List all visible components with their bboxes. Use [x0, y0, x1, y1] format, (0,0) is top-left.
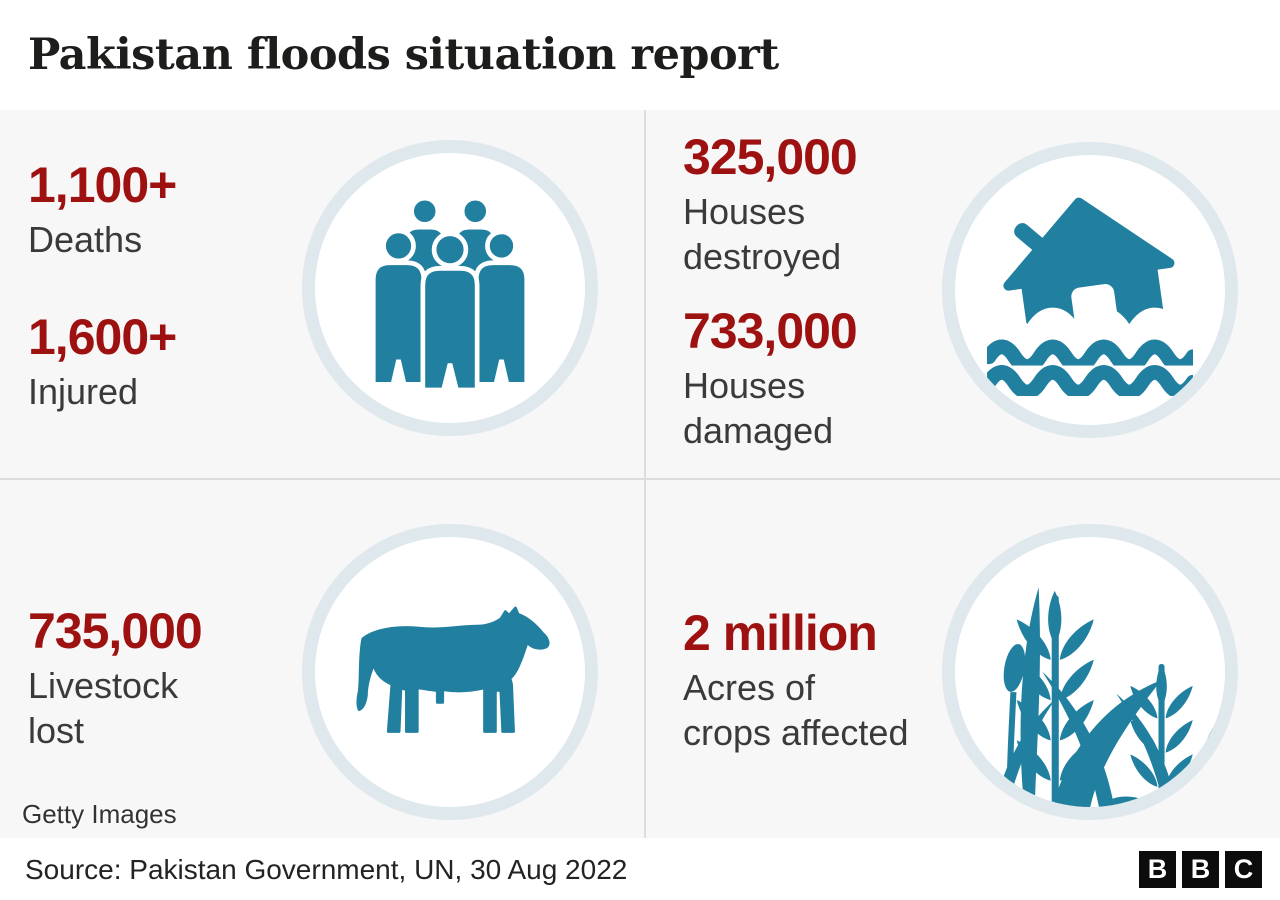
cow-icon: [356, 606, 550, 733]
injured-label: Injured: [28, 371, 139, 413]
card-casualties: 1,100+ Deaths 1,600+ Injured: [0, 110, 644, 478]
page-title: Pakistan floods situation report: [28, 30, 779, 80]
casualties-stats: 1,100+ Deaths 1,600+ Injured: [28, 157, 177, 415]
header: Pakistan floods situation report: [0, 0, 1280, 110]
bbc-logo-letter: B: [1139, 851, 1176, 888]
crops-label: Acres of crops affected: [683, 667, 909, 754]
footer: Source: Pakistan Government, UN, 30 Aug …: [0, 840, 1280, 900]
bbc-logo: B B C: [1139, 851, 1262, 888]
houses-destroyed-value: 325,000: [683, 129, 858, 185]
livestock-value: 735,000: [28, 603, 203, 659]
houses-damaged-label: Houses damaged: [683, 364, 834, 452]
houses-destroyed-label: Houses destroyed: [683, 191, 842, 278]
image-credit: Getty Images: [22, 799, 177, 829]
bbc-logo-letter: C: [1225, 851, 1262, 888]
stat-grid: 1,100+ Deaths 1,600+ Injured: [0, 110, 1280, 838]
crops-icon-circle: [942, 524, 1238, 820]
wheat-crops-icon: [955, 539, 1225, 807]
card-crops: 2 million Acres of crops affected: [646, 480, 1280, 838]
card-houses: 325,000 Houses destroyed 733,000 Houses …: [646, 110, 1280, 478]
houses-icon-circle: [942, 142, 1238, 438]
houses-damaged-value: 733,000: [683, 302, 858, 359]
deaths-label: Deaths: [28, 219, 143, 260]
source-text: Source: Pakistan Government, UN, 30 Aug …: [25, 854, 628, 885]
livestock-stats: 735,000 Livestock lost: [28, 603, 203, 754]
casualties-icon-circle: [302, 140, 598, 436]
deaths-value: 1,100+: [28, 157, 177, 213]
people-group-icon: [370, 195, 530, 390]
bbc-logo-letter: B: [1182, 851, 1219, 888]
flooded-house-icon: [987, 197, 1193, 396]
livestock-icon-circle: [302, 524, 598, 820]
crops-value: 2 million: [683, 605, 878, 661]
card-livestock: 735,000 Livestock lost Getty Images: [0, 480, 644, 838]
injured-value: 1,600+: [28, 309, 177, 366]
livestock-label: Livestock lost: [28, 665, 179, 752]
crops-stats: 2 million Acres of crops affected: [683, 608, 908, 756]
houses-stats: 325,000 Houses destroyed 733,000 Houses …: [683, 129, 858, 453]
